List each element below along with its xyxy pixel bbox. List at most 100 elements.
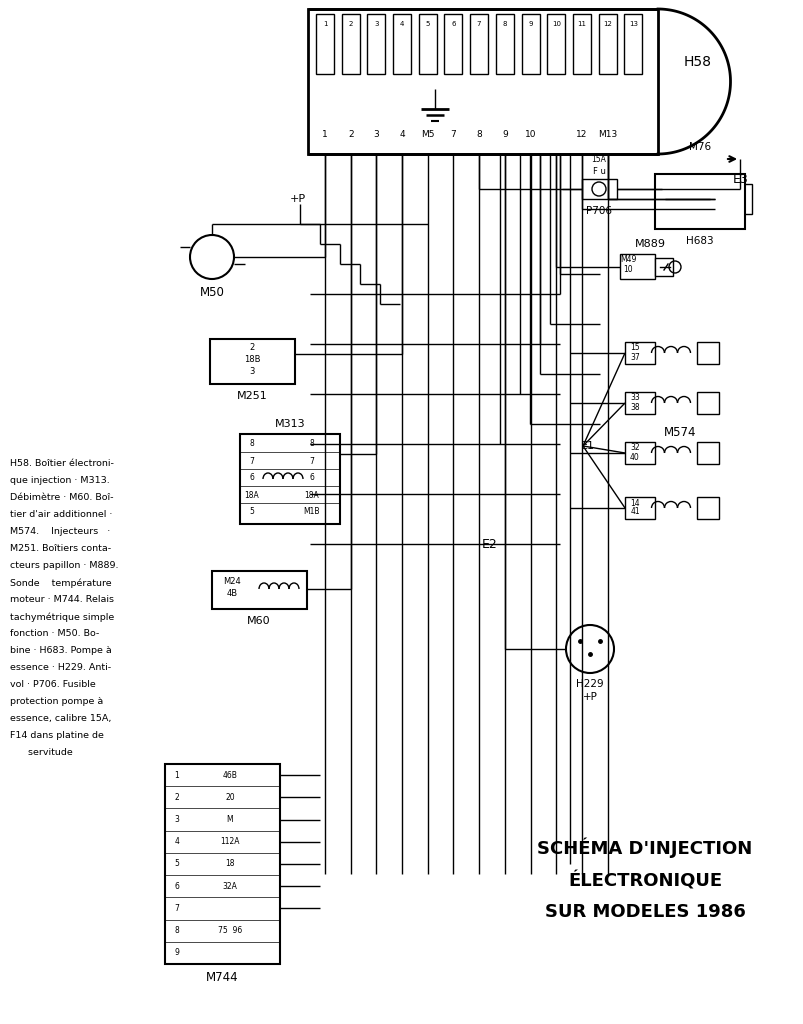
Bar bbox=[696, 497, 718, 519]
Text: 5: 5 bbox=[249, 508, 254, 516]
Bar bbox=[729, 184, 751, 214]
Text: 32A: 32A bbox=[222, 882, 237, 891]
Text: 112A: 112A bbox=[220, 838, 239, 846]
Text: bine · H683. Pompe à: bine · H683. Pompe à bbox=[10, 646, 112, 655]
Text: 2: 2 bbox=[249, 343, 255, 352]
Text: 7: 7 bbox=[450, 129, 456, 138]
Text: M: M bbox=[226, 815, 233, 824]
Bar bbox=[624, 497, 654, 519]
Text: 7: 7 bbox=[174, 904, 179, 913]
Text: 12: 12 bbox=[576, 129, 587, 138]
Text: M60: M60 bbox=[247, 616, 271, 626]
Text: M1B: M1B bbox=[304, 508, 320, 516]
Text: 46B: 46B bbox=[222, 771, 237, 779]
Bar bbox=[714, 189, 729, 209]
Text: 4: 4 bbox=[174, 838, 179, 846]
Bar bbox=[393, 14, 410, 74]
Text: 37: 37 bbox=[630, 352, 639, 361]
Text: 9: 9 bbox=[174, 948, 179, 957]
Text: 18: 18 bbox=[225, 859, 234, 868]
Bar bbox=[598, 14, 616, 74]
Text: M24: M24 bbox=[223, 577, 241, 586]
Text: H58. Boîtier électroni-: H58. Boîtier électroni- bbox=[10, 459, 114, 468]
Text: M574.    Injecteurs   ·: M574. Injecteurs · bbox=[10, 527, 110, 536]
Text: 20: 20 bbox=[225, 793, 234, 802]
Text: P706: P706 bbox=[585, 206, 611, 216]
Bar bbox=[624, 14, 642, 74]
Bar bbox=[624, 342, 654, 364]
Text: 6: 6 bbox=[174, 882, 179, 891]
Text: M50: M50 bbox=[199, 286, 224, 299]
Text: 3: 3 bbox=[174, 815, 179, 824]
Text: 15: 15 bbox=[630, 343, 639, 352]
Text: 12: 12 bbox=[602, 22, 611, 27]
Bar bbox=[547, 14, 565, 74]
Text: 6: 6 bbox=[450, 22, 455, 27]
Bar bbox=[341, 14, 359, 74]
Text: 7: 7 bbox=[476, 22, 481, 27]
Bar bbox=[165, 764, 279, 964]
Text: +P: +P bbox=[582, 692, 597, 702]
Text: 11: 11 bbox=[577, 22, 585, 27]
Text: M5: M5 bbox=[421, 129, 434, 138]
Text: 5: 5 bbox=[174, 859, 179, 868]
Text: 3: 3 bbox=[249, 368, 255, 377]
Text: 10: 10 bbox=[622, 265, 632, 274]
Text: 9: 9 bbox=[528, 22, 532, 27]
Text: M13: M13 bbox=[597, 129, 617, 138]
Text: 10: 10 bbox=[524, 129, 536, 138]
Bar bbox=[581, 179, 616, 199]
Text: 8: 8 bbox=[309, 439, 314, 449]
Bar bbox=[521, 14, 539, 74]
Text: 18B: 18B bbox=[243, 355, 260, 365]
Text: 7: 7 bbox=[309, 457, 314, 466]
Text: Débimètre · M60. Boî-: Débimètre · M60. Boî- bbox=[10, 493, 113, 502]
Text: 38: 38 bbox=[630, 402, 639, 412]
Text: M889: M889 bbox=[634, 239, 665, 249]
Text: 18A: 18A bbox=[244, 490, 259, 500]
Text: 8: 8 bbox=[174, 926, 179, 935]
Text: H683: H683 bbox=[685, 236, 713, 246]
Bar bbox=[495, 14, 513, 74]
Bar bbox=[212, 571, 307, 609]
Text: M744: M744 bbox=[206, 972, 238, 984]
Text: 10: 10 bbox=[551, 22, 560, 27]
Text: 40: 40 bbox=[630, 453, 639, 462]
Bar bbox=[418, 14, 436, 74]
Text: E2: E2 bbox=[482, 538, 497, 551]
Text: M251: M251 bbox=[236, 391, 267, 401]
Bar bbox=[696, 342, 718, 364]
Text: E1: E1 bbox=[581, 441, 594, 451]
Bar bbox=[573, 14, 590, 74]
Text: +P: +P bbox=[290, 194, 306, 204]
Bar bbox=[696, 392, 718, 414]
Bar bbox=[210, 339, 295, 384]
Text: 5: 5 bbox=[425, 22, 430, 27]
Text: 4: 4 bbox=[399, 129, 405, 138]
Bar bbox=[624, 392, 654, 414]
Text: que injection · M313.: que injection · M313. bbox=[10, 476, 110, 485]
Text: M49: M49 bbox=[619, 256, 635, 264]
Bar bbox=[654, 174, 744, 229]
Text: M574: M574 bbox=[663, 426, 695, 438]
Text: M313: M313 bbox=[275, 419, 305, 429]
Text: E3: E3 bbox=[732, 172, 748, 185]
Text: 32: 32 bbox=[630, 443, 639, 453]
Text: Sonde    température: Sonde température bbox=[10, 578, 112, 588]
Text: 13: 13 bbox=[628, 22, 637, 27]
Text: tier d'air additionnel ·: tier d'air additionnel · bbox=[10, 510, 112, 519]
Text: 8: 8 bbox=[249, 439, 254, 449]
Text: essence, calibre 15A,: essence, calibre 15A, bbox=[10, 714, 112, 723]
Bar bbox=[654, 258, 672, 276]
Text: fonction · M50. Bo-: fonction · M50. Bo- bbox=[10, 629, 99, 638]
Text: 41: 41 bbox=[630, 508, 639, 516]
Bar bbox=[316, 14, 333, 74]
Text: protection pompe à: protection pompe à bbox=[10, 697, 103, 706]
Text: M251. Boîtiers conta-: M251. Boîtiers conta- bbox=[10, 544, 111, 553]
Text: 33: 33 bbox=[630, 393, 639, 402]
Text: H229: H229 bbox=[576, 679, 603, 689]
Text: 1: 1 bbox=[322, 22, 327, 27]
Text: 18A: 18A bbox=[304, 490, 319, 500]
Bar bbox=[444, 14, 462, 74]
Text: M76: M76 bbox=[688, 142, 710, 152]
